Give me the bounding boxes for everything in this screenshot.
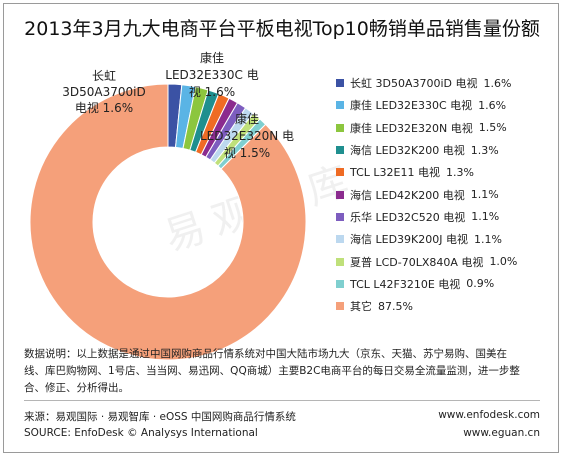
legend-value: 1.1% (474, 232, 502, 246)
source-en: SOURCE: EnfoDesk © Analysys Internationa… (24, 427, 258, 439)
legend-label: TCL L42F3210E 电视 (350, 277, 461, 291)
legend-item: 乐华 LED32C520 电视 1.1% (336, 206, 558, 228)
legend-label: 海信 LED39K200J 电视 (350, 233, 468, 247)
legend-label: 海信 LED32K200 电视 (350, 144, 465, 158)
legend-item: 康佳 LED32E320N 电视 1.5% (336, 117, 558, 139)
legend-item: 海信 LED32K200 电视 1.3% (336, 139, 558, 161)
legend-label: 康佳 LED32E320N 电视 (350, 121, 473, 135)
legend-swatch (336, 79, 344, 88)
legend-item: 海信 LED39K200J 电视 1.1% (336, 228, 558, 250)
legend-swatch (336, 123, 344, 132)
legend-item: 其它 87.5% (336, 295, 558, 317)
legend-label: TCL L32E11 电视 (350, 166, 440, 180)
website-eguan[interactable]: www.eguan.cn (463, 427, 540, 439)
legend-value: 1.1% (471, 210, 500, 224)
legend-swatch (336, 235, 344, 244)
slice-callout-label: 康佳 LED32E330C 电视 1.6% (165, 50, 258, 99)
data-note-line: 数据说明：以上数据是通过中国网购商品行情系统对中国大陆市场九大（京东、天猫、苏宁… (24, 348, 507, 360)
source-cn: 来源：易观国际 · 易观智库 · eOSS 中国网购商品行情系统 (24, 411, 296, 423)
divider (24, 400, 540, 401)
legend-swatch (336, 212, 344, 221)
legend-label: 其它 (350, 300, 372, 314)
legend-label: 乐华 LED32C520 电视 (350, 210, 466, 224)
legend-swatch (336, 101, 344, 110)
legend-value: 1.6% (483, 76, 512, 90)
legend-value: 1.3% (445, 165, 474, 179)
legend-label: 海信 LED42K200 电视 (350, 188, 465, 202)
website-enfodesk[interactable]: www.enfodesk.com (438, 409, 540, 421)
legend-label: 长虹 3D50A3700iD 电视 (350, 77, 478, 91)
legend-value: 1.0% (489, 255, 518, 269)
legend-swatch (336, 146, 344, 155)
chart-legend: 长虹 3D50A3700iD 电视 1.6% 康佳 LED32E330C 电视 1.6… (336, 72, 558, 317)
legend-item: 夏普 LCD-70LX840A 电视 1.0% (336, 250, 558, 272)
legend-swatch (336, 168, 344, 177)
legend-item: 康佳 LED32E330C 电视 1.6% (336, 94, 558, 116)
data-note-line: 线、库巴购物网、1号店、当当网、易迅网、QQ商城）主要B2C电商平台的每日交易全… (24, 365, 520, 377)
legend-label: 夏普 LCD-70LX840A 电视 (350, 255, 484, 269)
legend-item: TCL L42F3210E 电视 0.9% (336, 273, 558, 295)
legend-item: 海信 LED42K200 电视 1.1% (336, 183, 558, 205)
chart-title: 2013年3月九大电商平台平板电视Top10畅销单品销售量份额 (24, 18, 540, 40)
legend-value: 1.5% (478, 121, 507, 135)
data-note-line: 合、修正、分析得出。 (24, 382, 129, 394)
data-note: 数据说明：以上数据是通过中国网购商品行情系统对中国大陆市场九大（京东、天猫、苏宁… (24, 346, 540, 397)
legend-swatch (336, 302, 344, 311)
legend-item: TCL L32E11 电视 1.3% (336, 161, 558, 183)
slice-callout-label: 康佳 LED32E320N 电视 1.5% (200, 111, 294, 160)
legend-swatch (336, 279, 344, 288)
legend-value: 87.5% (378, 299, 413, 313)
legend-value: 1.1% (470, 188, 499, 202)
legend-label: 康佳 LED32E330C 电视 (350, 99, 473, 113)
legend-value: 1.6% (478, 98, 507, 112)
slice-callout-label: 长虹 3D50A3700iD 电视 1.6% (62, 69, 145, 115)
chart-frame (3, 3, 559, 453)
legend-value: 1.3% (470, 143, 499, 157)
legend-swatch (336, 190, 344, 199)
legend-value: 0.9% (466, 277, 495, 291)
legend-swatch (336, 257, 344, 266)
legend-item: 长虹 3D50A3700iD 电视 1.6% (336, 72, 558, 94)
pie-slice (29, 83, 307, 361)
